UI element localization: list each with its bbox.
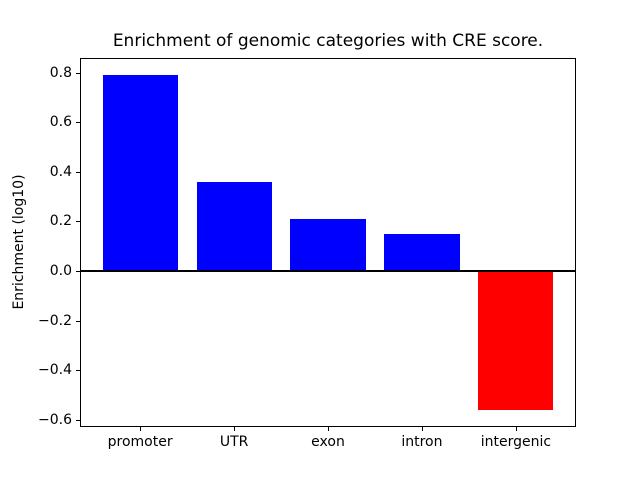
chart-title: Enrichment of genomic categories with CR… — [112, 31, 544, 51]
y-axis-label: Enrichment (log10) — [11, 174, 27, 310]
bar-exon — [290, 219, 366, 271]
y-tick-mark — [76, 122, 80, 123]
x-tick-label-intron: intron — [401, 434, 443, 450]
y-tick-label: −0.2 — [38, 312, 72, 329]
x-tick-mark — [234, 427, 235, 431]
x-tick-label-exon: exon — [311, 434, 345, 450]
y-tick-mark — [76, 420, 80, 421]
x-tick-mark — [328, 427, 329, 431]
y-tick-label: −0.4 — [38, 362, 72, 378]
y-tick-label: 0.4 — [49, 163, 72, 180]
y-tick-label: 0.8 — [49, 64, 72, 81]
x-tick-label-UTR: UTR — [219, 434, 249, 450]
y-tick-label: 0.0 — [49, 263, 72, 279]
y-tick-mark — [76, 73, 80, 74]
bar-intergenic — [478, 271, 554, 410]
x-tick-label-intergenic: intergenic — [480, 434, 552, 450]
x-tick-mark — [516, 427, 517, 431]
x-tick-label-promoter: promoter — [107, 434, 173, 450]
y-tick-mark — [76, 370, 80, 371]
x-tick-mark — [422, 427, 423, 431]
zero-baseline — [80, 270, 576, 272]
y-tick-label: 0.6 — [49, 114, 72, 131]
y-tick-mark — [76, 221, 80, 222]
y-tick-mark — [76, 271, 80, 272]
y-tick-mark — [76, 321, 80, 322]
y-tick-mark — [76, 172, 80, 173]
bar-promoter — [102, 75, 178, 271]
y-tick-label: 0.2 — [49, 213, 72, 230]
bar-intron — [384, 233, 460, 271]
bar-UTR — [196, 181, 272, 271]
y-tick-label: −0.6 — [38, 411, 72, 428]
x-tick-mark — [140, 427, 141, 431]
